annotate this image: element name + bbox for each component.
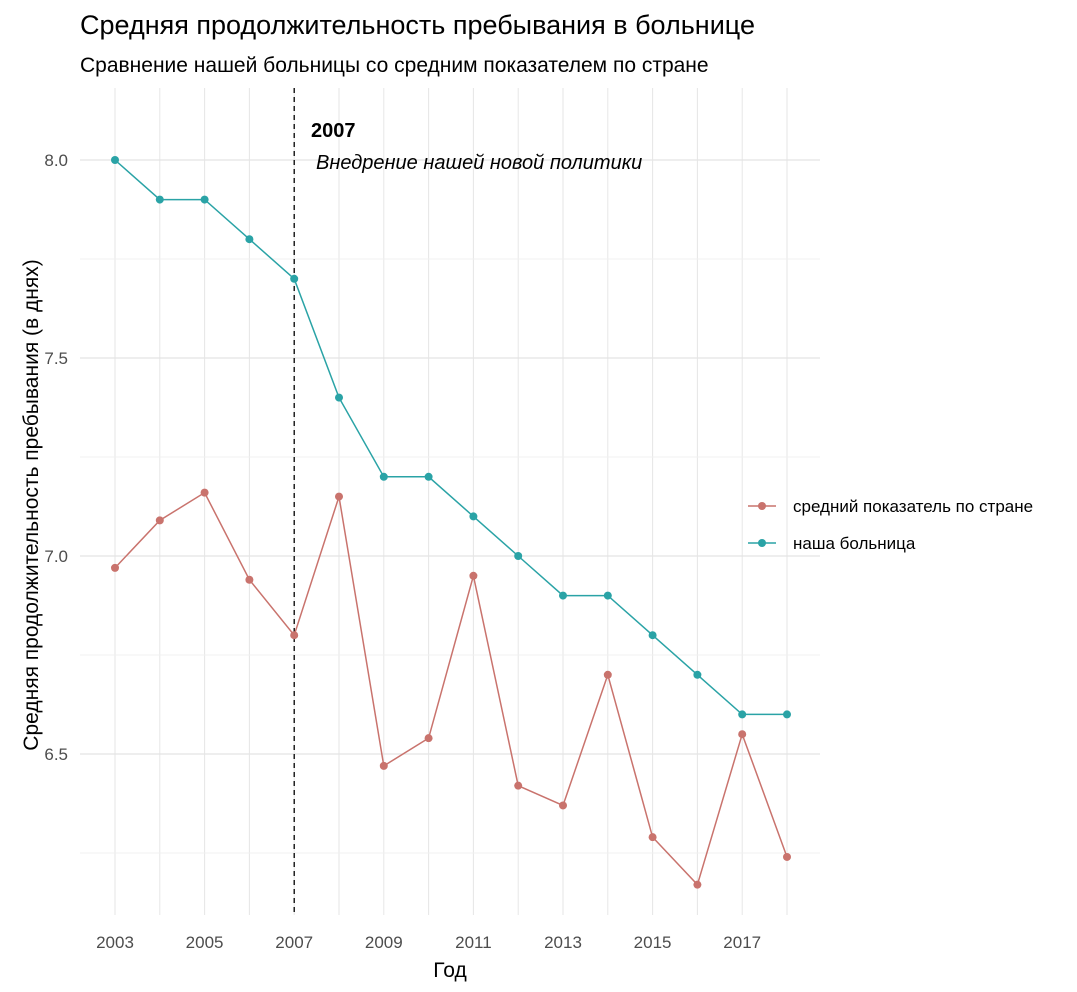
data-point [783, 852, 791, 861]
data-point [469, 512, 478, 521]
grid [80, 88, 820, 915]
legend-key-point [758, 502, 766, 510]
data-point [245, 235, 254, 244]
x-axis-title: Год [433, 959, 466, 982]
series-line-0 [114, 491, 788, 887]
chart-title: Средняя продолжительность пребывания в б… [80, 10, 755, 40]
x-tick-label: 2009 [365, 933, 403, 952]
legend: средний показатель по стране наша больниц… [748, 497, 1033, 553]
axis-layer: 6.5 7.0 7.5 8.0 2003 2005 2007 2009 2011 2013 2015… [20, 151, 761, 982]
y-tick-label: 7.0 [44, 547, 68, 566]
data-point [559, 801, 567, 810]
data-point [514, 781, 523, 790]
chart-subtitle: Сравнение нашей больницы со средним пока… [80, 54, 709, 77]
data-point [514, 552, 523, 560]
y-tick-label: 7.5 [44, 349, 68, 368]
y-tick-label: 8.0 [44, 151, 68, 170]
x-tick-label: 2011 [455, 933, 492, 952]
data-point [559, 591, 567, 600]
data-point [290, 274, 299, 283]
data-point [155, 516, 164, 525]
x-tick-label: 2015 [634, 933, 672, 952]
series-layer [111, 156, 791, 889]
data-point [379, 472, 388, 481]
data-point [648, 631, 657, 640]
annotation-year: 2007 [311, 120, 356, 142]
data-point [469, 571, 478, 580]
annotation-text: Внедрение нашей новой политики [316, 152, 642, 174]
data-point [379, 761, 388, 770]
data-point [783, 710, 791, 719]
series-line-1 [114, 159, 787, 716]
data-point [111, 563, 119, 572]
data-point [648, 833, 657, 842]
data-point [693, 670, 702, 679]
data-point [335, 393, 343, 402]
data-point [738, 730, 747, 739]
data-point [155, 195, 164, 204]
legend-label: средний показатель по стране [793, 497, 1033, 516]
annotation: 2007 Внедрение нашей новой политики [311, 120, 642, 174]
legend-key-point [758, 539, 766, 547]
data-point [424, 734, 433, 743]
x-tick-label: 2013 [544, 933, 582, 952]
y-tick-label: 6.5 [44, 745, 68, 764]
x-tick-label: 2007 [275, 933, 313, 952]
data-point [693, 880, 702, 889]
data-point [290, 631, 299, 640]
data-point [738, 710, 747, 719]
y-axis-title: Средняя продолжительность пребывания (в … [20, 259, 43, 750]
data-point [335, 492, 343, 501]
x-tick-label: 2003 [96, 933, 134, 952]
data-point [111, 156, 119, 164]
data-point [424, 472, 433, 481]
x-tick-label: 2005 [186, 933, 224, 952]
data-point [200, 195, 209, 204]
data-point [603, 670, 612, 679]
legend-label: наша больница [793, 534, 916, 553]
data-point [245, 575, 254, 584]
data-point [200, 488, 209, 497]
data-point [603, 591, 612, 600]
x-tick-label: 2017 [723, 933, 761, 952]
